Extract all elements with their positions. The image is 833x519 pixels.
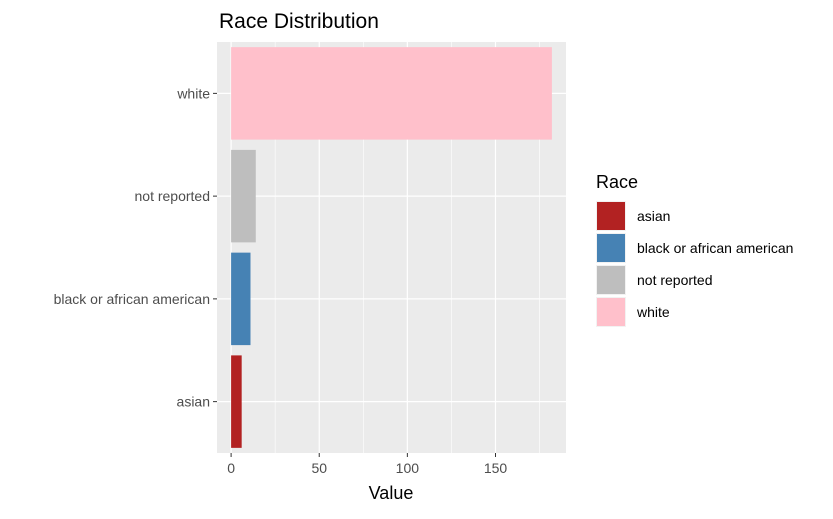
legend: Race asian black or african american not r… — [596, 172, 793, 327]
y-tick-label: black or african american — [54, 291, 210, 307]
y-axis: asian black or african american not report… — [54, 85, 217, 410]
chart-title: Race Distribution — [219, 10, 379, 33]
bar-asian — [231, 355, 242, 448]
y-tick-label: asian — [177, 394, 210, 410]
bar-white — [231, 47, 552, 140]
bar-not-reported — [231, 149, 256, 243]
legend-key-black-or-african-american — [597, 234, 625, 262]
legend-label: not reported — [637, 272, 713, 288]
x-tick-label: 0 — [227, 460, 235, 476]
y-tick-label: white — [176, 85, 210, 101]
legend-label: black or african american — [637, 240, 793, 256]
x-tick-label: 100 — [396, 460, 420, 476]
x-axis: 0 50 100 150 — [227, 453, 507, 476]
legend-label: asian — [637, 208, 670, 224]
legend-key-white — [597, 298, 625, 326]
legend-key-asian — [597, 202, 625, 230]
legend-title: Race — [596, 172, 638, 192]
bar-black-or-african-american — [231, 252, 251, 346]
x-tick-label: 150 — [484, 460, 508, 476]
x-tick-label: 50 — [311, 460, 327, 476]
x-axis-label: Value — [369, 483, 414, 503]
legend-key-not-reported — [597, 266, 625, 294]
bars — [231, 47, 552, 448]
y-tick-label: not reported — [135, 188, 211, 204]
legend-label: white — [636, 304, 670, 320]
